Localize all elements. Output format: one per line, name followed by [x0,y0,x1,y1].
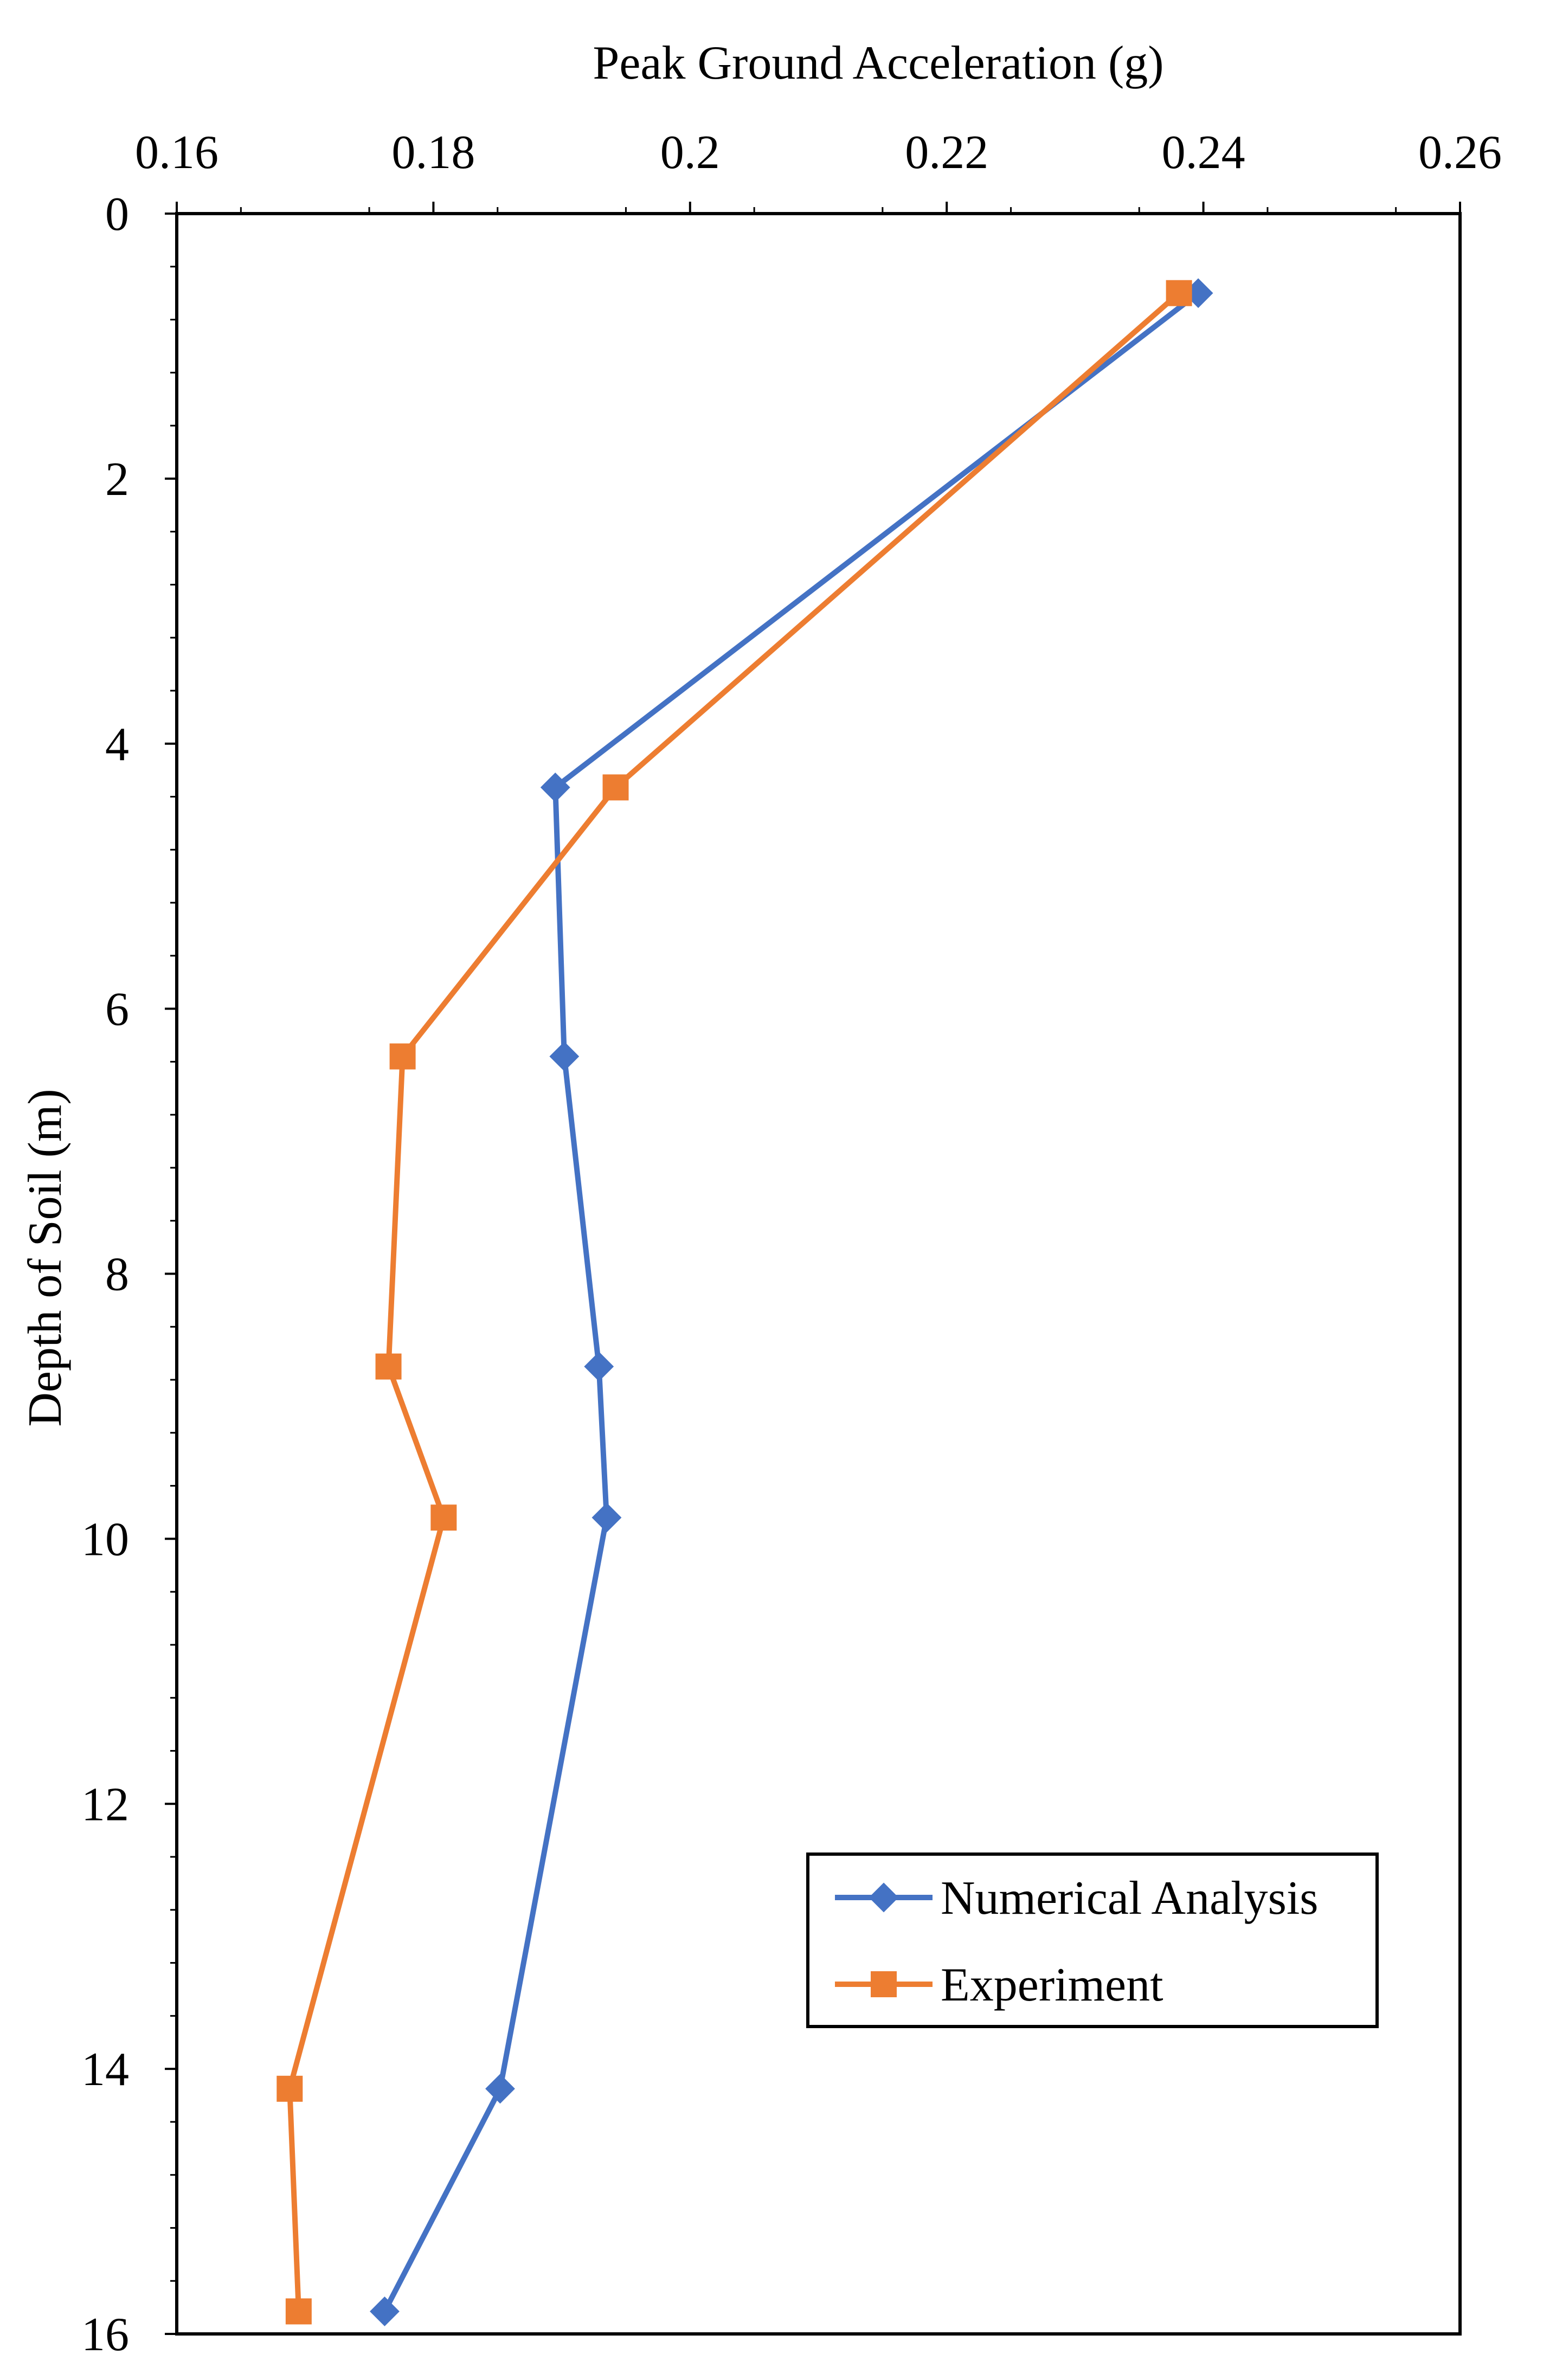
x-tick-label: 0.16 [135,126,218,179]
x-tick-label: 0.18 [391,126,475,179]
data-point-square [389,1043,416,1070]
y-tick-label: 4 [105,718,129,771]
y-tick-label: 14 [81,2043,129,2096]
legend-items: Numerical Analysis Experiment [835,1872,1319,2011]
legend-label: Experiment [941,1959,1163,2011]
y-tick-label: 6 [105,983,129,1036]
data-point-square [430,1504,457,1531]
legend-marker [869,1882,899,1913]
tick-labels: 0.16 0.18 0.2 0.22 0.24 0.26 0 2 4 6 8 10 12 14 16 [81,126,1502,2361]
series-square [277,280,1192,2325]
legend-entry: Experiment [835,1959,1163,2011]
data-point-diamond [584,1352,614,1382]
plot-series [277,278,1213,2326]
legend-label: Numerical Analysis [941,1872,1319,1925]
legend: Numerical Analysis Experiment [806,1852,1379,2028]
x-tick-label: 0.26 [1418,126,1502,179]
data-point-diamond [540,773,570,802]
y-tick-label: 0 [105,188,129,241]
x-tick-label: 0.22 [905,126,988,179]
data-point-square [602,774,629,801]
y-tick-label: 10 [81,1513,129,1566]
x-tick-label: 0.2 [660,126,720,179]
y-tick-label: 16 [81,2308,129,2361]
data-point-diamond [370,2297,400,2326]
data-point-square [277,2075,303,2102]
data-point-square [1166,280,1192,306]
data-point-diamond [485,2074,515,2104]
y-tick-label: 12 [81,1778,129,1831]
x-axis-title: Peak Ground Acceleration (g) [593,37,1163,89]
data-point-diamond [549,1041,580,1072]
x-tick-label: 0.24 [1162,126,1245,179]
plot-area-frame [175,212,1462,2336]
series-diamond [370,278,1213,2326]
data-point-square [375,1353,402,1380]
data-point-square [285,2298,312,2325]
y-tick-label: 2 [105,453,129,506]
y-tick-label: 8 [105,1249,129,1301]
legend-box [806,1852,1379,2028]
y-axis-title: Depth of Soil (m) [19,1089,72,1426]
legend-marker [871,1971,897,1997]
data-point-diamond [591,1502,622,1533]
legend-entry: Numerical Analysis [835,1872,1319,1925]
